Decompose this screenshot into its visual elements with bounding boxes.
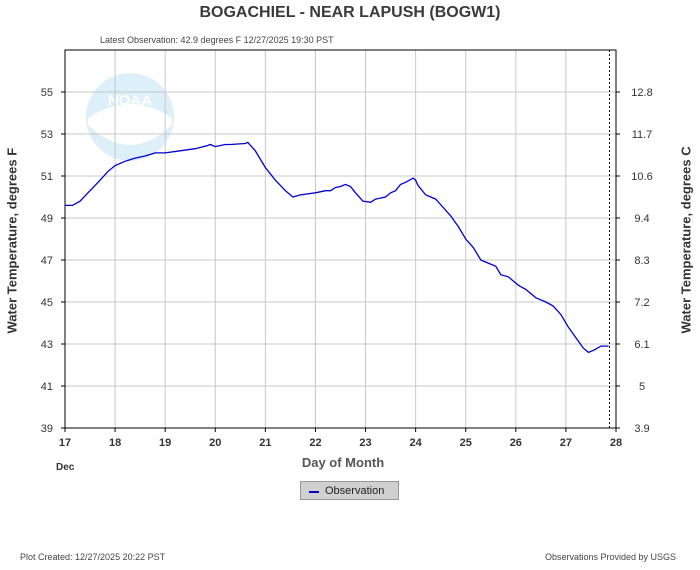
x-tick-label: 25 (460, 437, 472, 449)
x-tick-label: 26 (510, 437, 522, 449)
x-month-label: Dec (56, 462, 75, 473)
x-tick-label: 21 (259, 437, 271, 449)
plot-frame (64, 49, 617, 429)
noaa-logo: NOAA (86, 73, 174, 161)
y-tick-label-left: 47 (41, 255, 53, 267)
y-tick-label-left: 41 (41, 381, 53, 393)
legend-observation-swatch (309, 491, 319, 493)
y-axis-label-right: Water Temperature, degrees C (678, 146, 694, 334)
y-tick-label-left: 55 (41, 87, 53, 99)
x-tick-label: 22 (309, 437, 321, 449)
x-tick-label: 20 (209, 437, 221, 449)
y-tick-label-left: 53 (41, 129, 53, 141)
x-axis: 17 18 19 20 21 22 23 24 25 26 27 28 (59, 428, 622, 449)
y-tick-label-right: 7.2 (634, 297, 649, 309)
plot-created: Plot Created: 12/27/2025 20:22 PST (20, 552, 166, 562)
legend-observation-label: Observation (325, 485, 385, 497)
y-tick-label-left: 45 (41, 297, 53, 309)
latest-observation: Latest Observation: 42.9 degrees F 12/27… (100, 35, 334, 45)
y-axis-label-left: Water Temperature, degrees F (4, 147, 20, 334)
y-tick-label-left: 51 (41, 171, 53, 183)
y-tick-label-right: 6.1 (634, 339, 649, 351)
x-tick-label: 28 (610, 437, 622, 449)
y-axis-right: 3.9 5 6.1 7.2 8.3 9.4 10.6 11.7 12.8 (616, 87, 653, 435)
x-tick-label: 27 (560, 437, 572, 449)
x-tick-label: 23 (359, 437, 371, 449)
noaa-logo-text: NOAA (108, 92, 152, 109)
grid (65, 50, 616, 428)
data-provider: Observations Provided by USGS (544, 552, 676, 562)
y-tick-label-right: 11.7 (632, 129, 653, 141)
y-tick-label-right: 9.4 (634, 213, 649, 225)
x-tick-label: 19 (159, 437, 171, 449)
y-axis-left: 39 41 43 45 47 49 51 53 55 (41, 87, 65, 435)
y-tick-label-right: 5 (639, 381, 645, 393)
series-observation-line (65, 141, 609, 354)
y-tick-label-left: 49 (41, 213, 53, 225)
x-tick-label: 17 (59, 437, 71, 449)
chart-title: BOGACHIEL - NEAR LAPUSH (BOGW1) (199, 4, 501, 21)
y-tick-label-right: 12.8 (631, 87, 652, 99)
x-axis-label: Day of Month (301, 455, 385, 470)
x-tick-label: 18 (109, 437, 121, 449)
x-tick-label: 24 (410, 437, 423, 449)
y-tick-label-right: 10.6 (631, 171, 652, 183)
y-tick-label-left: 43 (41, 339, 53, 351)
y-tick-label-left: 39 (41, 423, 53, 435)
legend: Observation (300, 481, 399, 500)
y-tick-label-right: 8.3 (634, 255, 649, 267)
y-tick-label-right: 3.9 (634, 423, 649, 435)
